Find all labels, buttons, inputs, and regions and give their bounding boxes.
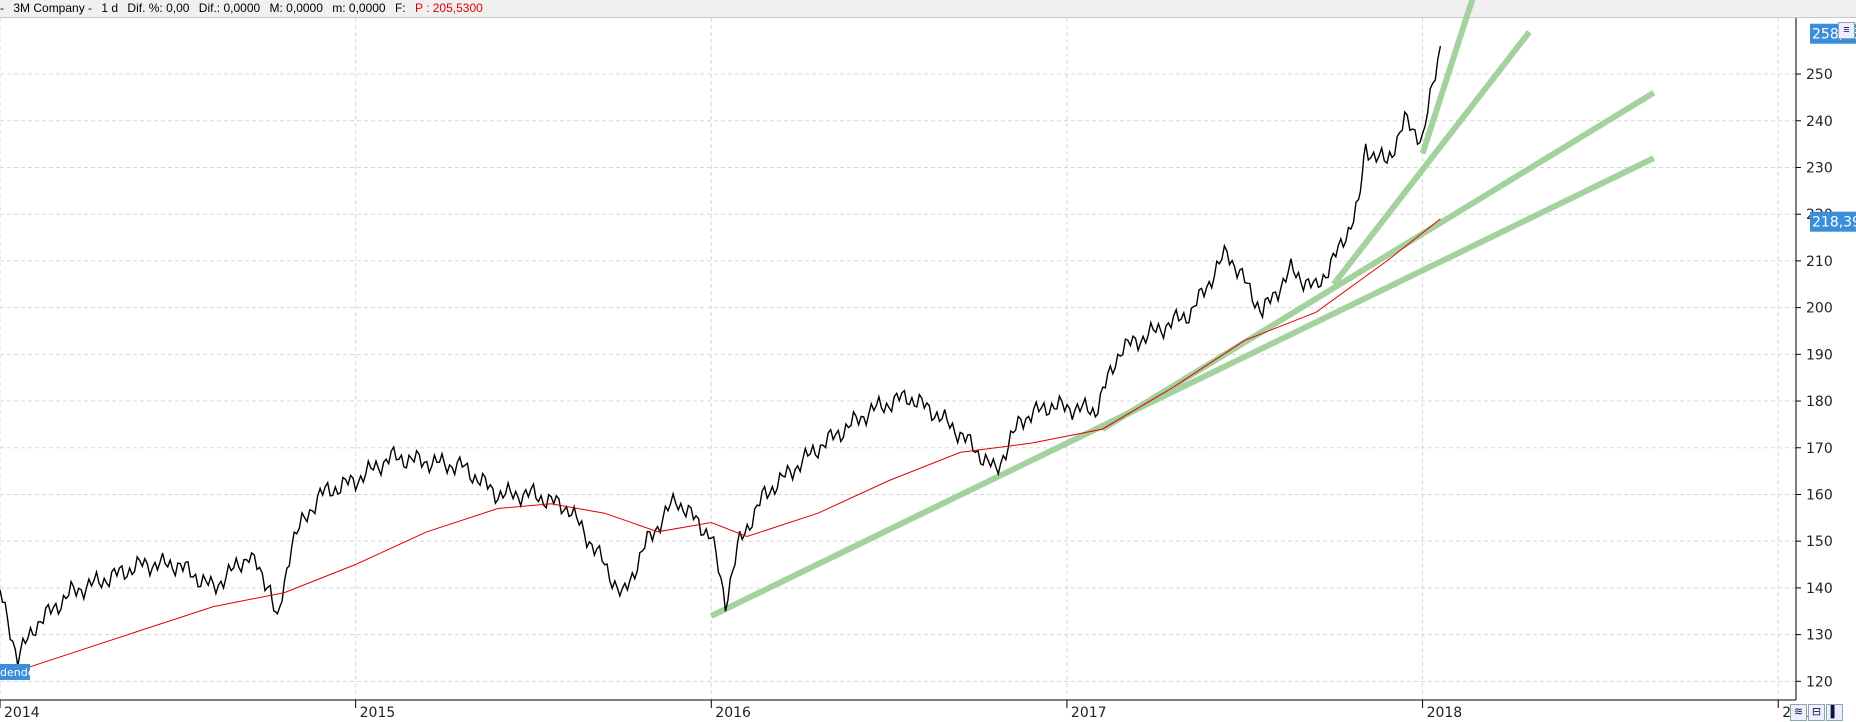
x-tick-label: 2016 <box>715 705 751 721</box>
y-tick-label: 210 <box>1806 254 1833 270</box>
dif-pct: Dif. %: 0,00 <box>127 1 190 15</box>
y-tick-label: 240 <box>1806 114 1833 130</box>
chart-header: - 3M Company - 1 d Dif. %: 0,00 Dif.: 0,… <box>0 0 1856 18</box>
axes: 1201301401501601701801902002102202302402… <box>0 18 1833 721</box>
y-tick-label: 150 <box>1806 534 1833 550</box>
trendline <box>1419 0 1476 155</box>
series <box>0 45 1442 678</box>
x-tick-label: 2018 <box>1427 705 1463 721</box>
x-tick-label: 2015 <box>360 705 396 721</box>
annotation-label: dendes <box>0 666 40 679</box>
trendline <box>1331 30 1532 287</box>
moving-average-series <box>0 218 1441 678</box>
chart-ctrl-1[interactable]: ≋ <box>1790 704 1807 721</box>
value-tag-box <box>1810 211 1856 232</box>
price-series <box>0 45 1442 667</box>
moving-average-value-tag: 218,39 <box>1810 211 1856 232</box>
value-tag-label: 218,39 <box>1812 215 1856 231</box>
max-value: M: 0,0000 <box>269 1 323 15</box>
period-label: 1 d <box>101 1 119 15</box>
grid <box>0 18 1796 700</box>
annotation-box <box>0 663 30 680</box>
annotation: dendes <box>0 663 40 680</box>
y-tick-label: 250 <box>1806 67 1833 83</box>
header-prefix: - <box>0 1 4 15</box>
y-tick-label: 230 <box>1806 160 1833 176</box>
y-tick-label: 180 <box>1806 394 1833 410</box>
y-tick-label: 120 <box>1806 674 1833 690</box>
y-tick-label: 200 <box>1806 301 1833 317</box>
y-tick-label: 140 <box>1806 581 1833 597</box>
y-tick-label: 170 <box>1806 441 1833 457</box>
instrument-name: 3M Company - <box>13 1 93 15</box>
x-tick-label: 2017 <box>1071 705 1107 721</box>
chart-ctrl-2[interactable]: ⊟ <box>1808 704 1825 721</box>
y-tick-label: 130 <box>1806 628 1833 644</box>
y-tick-label: 190 <box>1806 347 1833 363</box>
scale-menu[interactable]: ≡ <box>1838 22 1855 39</box>
trendline <box>709 155 1656 619</box>
value-tags: 258,63218,39dendes <box>0 23 1856 680</box>
f-label: F: <box>394 1 406 15</box>
x-tick-label: 2014 <box>4 705 40 721</box>
min-value: m: 0,0000 <box>332 1 386 15</box>
y-tick-label: 160 <box>1806 487 1833 503</box>
chart-ctrl-3[interactable]: ▌ <box>1826 704 1843 721</box>
dif-value: Dif.: 0,0000 <box>198 1 261 15</box>
last-price: P : 205,5300 <box>414 1 483 15</box>
